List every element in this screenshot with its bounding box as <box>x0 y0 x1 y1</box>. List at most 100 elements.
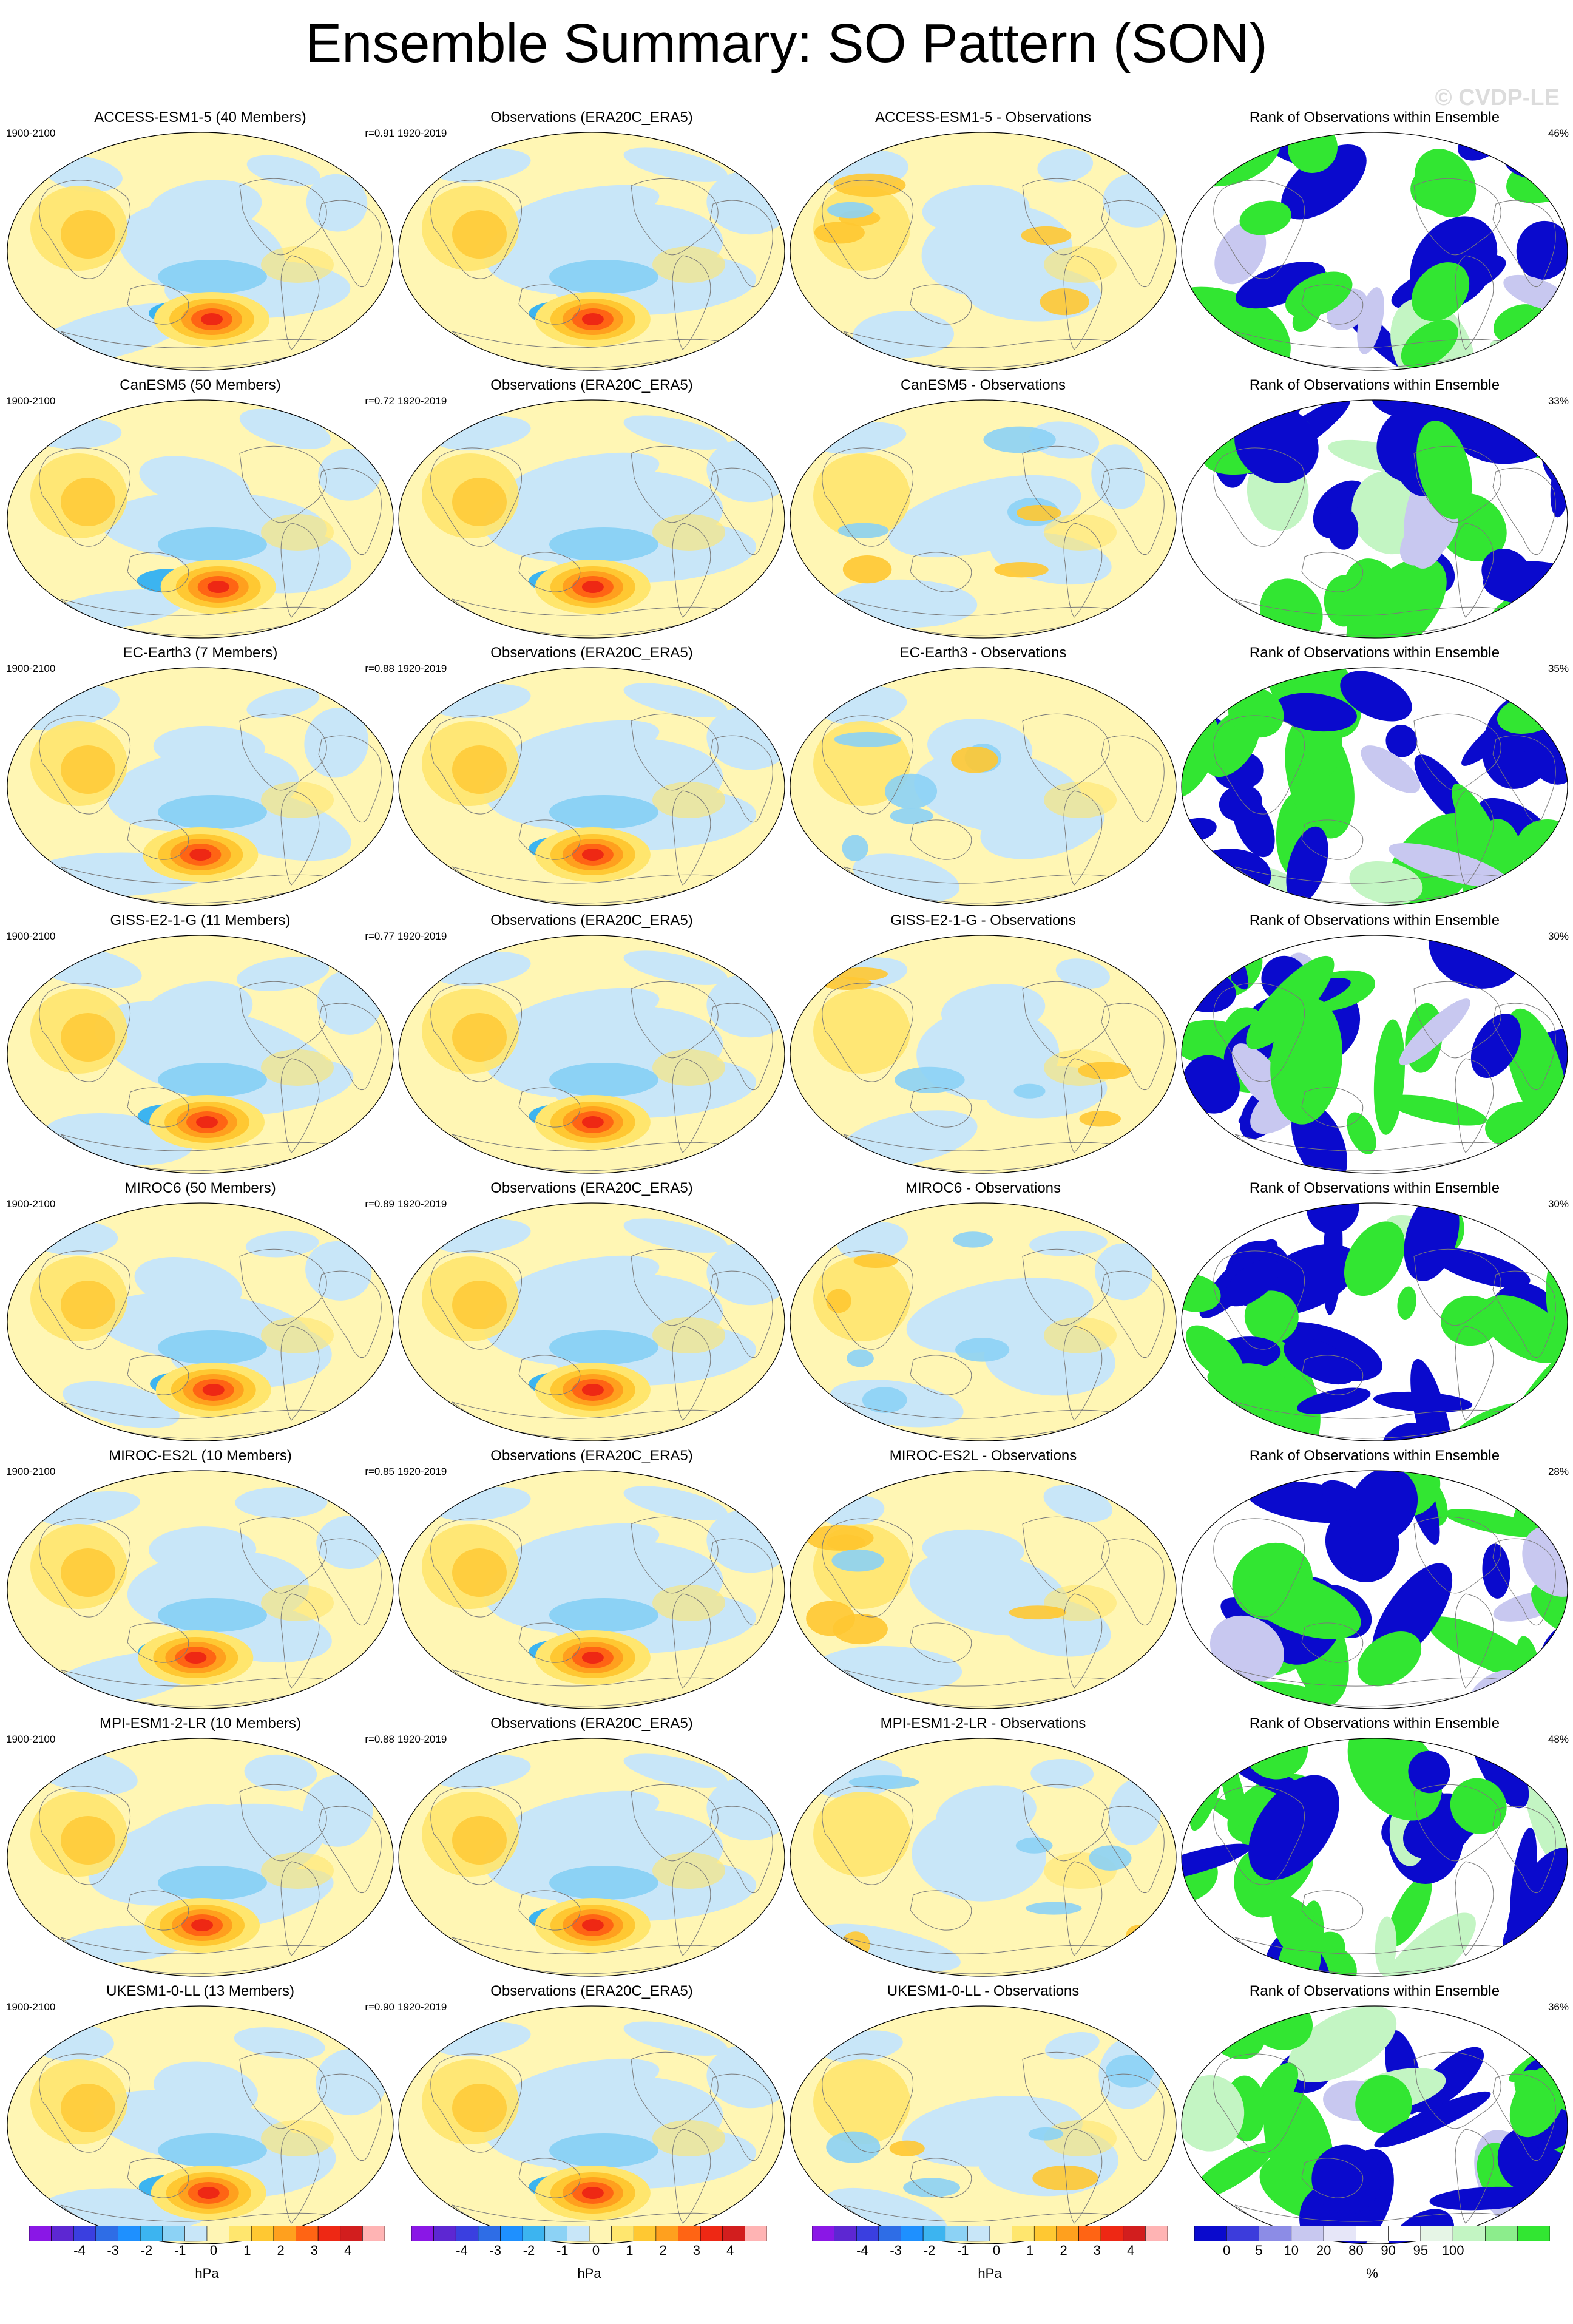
colorbar-tick-label: 95 <box>1413 2243 1429 2258</box>
map-obs <box>398 1738 785 1977</box>
map-panel-model: UKESM1-0-LL (13 Members) 1900-2100 r=0.90 <box>6 1983 394 2250</box>
correlation-label: r=0.90 <box>365 2001 394 2013</box>
colorbar-swatch <box>317 2225 341 2242</box>
map-panel-model: MIROC6 (50 Members) 1900-2100 r=0.89 <box>6 1180 394 1447</box>
map-diff <box>790 132 1177 371</box>
map-diff <box>790 1470 1177 1709</box>
colorbar-tick-label: -3 <box>489 2243 501 2258</box>
colorbar-swatch <box>989 2225 1012 2242</box>
map-panel-rank: Rank of Observations within Ensemble 28% <box>1180 1448 1569 1715</box>
colorbar-tick-label: 80 <box>1348 2243 1364 2258</box>
colorbar-tick-label: 3 <box>692 2243 701 2258</box>
colorbar-tick-label: 2 <box>1060 2243 1067 2258</box>
figure-title: Ensemble Summary: SO Pattern (SON) <box>305 13 1268 74</box>
colorbar-swatch <box>1033 2225 1057 2242</box>
rank-percent-label: 33% <box>1548 395 1569 407</box>
map-panel-model: MIROC-ES2L (10 Members) 1900-2100 r=0.85 <box>6 1448 394 1715</box>
correlation-label: r=0.72 <box>365 395 394 407</box>
colorbar-tick-label: -2 <box>140 2243 153 2258</box>
map-panel-diff: GISS-E2-1-G - Observations <box>789 912 1177 1179</box>
panel-title: MIROC6 (50 Members) <box>124 1180 276 1196</box>
period-label: 1920-2019 <box>397 127 447 139</box>
map-diff <box>790 1738 1177 1977</box>
map-obs <box>398 132 785 371</box>
map-panel-obs: Observations (ERA20C_ERA5) 1920-2019 <box>397 377 786 644</box>
map-rank <box>1181 1202 1568 1441</box>
rank-percent-label: 36% <box>1548 2001 1569 2013</box>
panel-title: MIROC-ES2L (10 Members) <box>109 1448 292 1464</box>
colorbar-tick-label: 100 <box>1441 2243 1464 2258</box>
colorbar-swatch <box>1356 2225 1389 2242</box>
map-obs <box>398 667 785 906</box>
colorbar-tick-label: 1 <box>626 2243 634 2258</box>
colorbar-swatch <box>478 2225 501 2242</box>
colorbar: -4 -3 -2 -1 0 1 2 3 4 hPa <box>411 2225 768 2286</box>
colorbar-swatch <box>340 2225 363 2242</box>
map-diff <box>790 935 1177 1174</box>
map-panel-obs: Observations (ERA20C_ERA5) 1920-2019 <box>397 912 786 1179</box>
colorbar-swatch <box>589 2225 612 2242</box>
colorbar-swatch <box>1194 2225 1227 2242</box>
colorbar-tick-label: -3 <box>890 2243 902 2258</box>
panel-title: Rank of Observations within Ensemble <box>1249 377 1500 393</box>
period-label: 1920-2019 <box>397 663 447 674</box>
colorbar-tick-label: 0 <box>992 2243 1001 2258</box>
colorbar-swatch <box>1123 2225 1146 2242</box>
colorbar-swatch <box>1517 2225 1551 2242</box>
colorbar-tick-label: -2 <box>923 2243 936 2258</box>
colorbar-swatch <box>1100 2225 1124 2242</box>
panel-title: GISS-E2-1-G - Observations <box>890 912 1076 929</box>
rank-percent-label: 28% <box>1548 1466 1569 1477</box>
map-model <box>7 2005 394 2244</box>
map-panel-rank: Rank of Observations within Ensemble 36% <box>1180 1983 1569 2250</box>
period-label: 1900-2100 <box>6 127 56 139</box>
correlation-label: r=0.91 <box>365 127 394 139</box>
panel-title: CanESM5 - Observations <box>900 377 1066 393</box>
colorbar-swatch <box>1145 2225 1168 2242</box>
map-model <box>7 399 394 639</box>
colorbar-swatches <box>811 2225 1168 2242</box>
colorbar-swatch <box>51 2225 74 2242</box>
colorbar-swatches <box>411 2225 768 2242</box>
colorbar-swatch <box>655 2225 678 2242</box>
correlation-label: r=0.88 <box>365 1733 394 1745</box>
panel-title: Rank of Observations within Ensemble <box>1249 1715 1500 1732</box>
colorbar-swatch <box>1323 2225 1356 2242</box>
colorbar-swatches <box>29 2225 385 2242</box>
colorbar-swatch <box>811 2225 834 2242</box>
colorbar-tick-label: -1 <box>956 2243 969 2258</box>
colorbar-swatch <box>901 2225 924 2242</box>
colorbar-swatch <box>500 2225 523 2242</box>
map-panel-diff: MPI-ESM1-2-LR - Observations <box>789 1715 1177 1982</box>
colorbar-swatch <box>745 2225 768 2242</box>
colorbar-swatch <box>967 2225 990 2242</box>
panel-title: Observations (ERA20C_ERA5) <box>490 1448 693 1464</box>
colorbar-units: hPa <box>577 2266 601 2281</box>
map-panel-diff: ACCESS-ESM1-5 - Observations <box>789 109 1177 376</box>
colorbar-ticks: 0 5 10 20 80 90 95 100 <box>1194 2243 1550 2265</box>
period-label: 1900-2100 <box>6 395 56 407</box>
colorbar-tick-label: 20 <box>1316 2243 1331 2258</box>
panel-title: Observations (ERA20C_ERA5) <box>490 912 693 929</box>
period-label: 1920-2019 <box>397 1198 447 1210</box>
map-panel-obs: Observations (ERA20C_ERA5) 1920-2019 <box>397 645 786 912</box>
colorbar-tick-label: 1 <box>243 2243 251 2258</box>
map-panel-rank: Rank of Observations within Ensemble 35% <box>1180 645 1569 912</box>
colorbar-swatch <box>1012 2225 1035 2242</box>
period-label: 1920-2019 <box>397 2001 447 2013</box>
panel-title: Rank of Observations within Ensemble <box>1249 1448 1500 1464</box>
map-diff <box>790 1202 1177 1441</box>
colorbar-swatch <box>856 2225 879 2242</box>
panel-title: Observations (ERA20C_ERA5) <box>490 109 693 126</box>
map-obs <box>398 935 785 1174</box>
map-rank <box>1181 935 1568 1174</box>
colorbar-swatch <box>1420 2225 1453 2242</box>
panel-title: UKESM1-0-LL - Observations <box>887 1983 1080 1999</box>
colorbar-tick-label: 3 <box>310 2243 319 2258</box>
colorbar-tick-label: 3 <box>1093 2243 1101 2258</box>
colorbar-swatch <box>73 2225 96 2242</box>
panel-title: MPI-ESM1-2-LR (10 Members) <box>99 1715 302 1732</box>
colorbar-swatch <box>611 2225 634 2242</box>
colorbar: -4 -3 -2 -1 0 1 2 3 4 hPa <box>811 2225 1168 2286</box>
map-rank <box>1181 399 1568 639</box>
